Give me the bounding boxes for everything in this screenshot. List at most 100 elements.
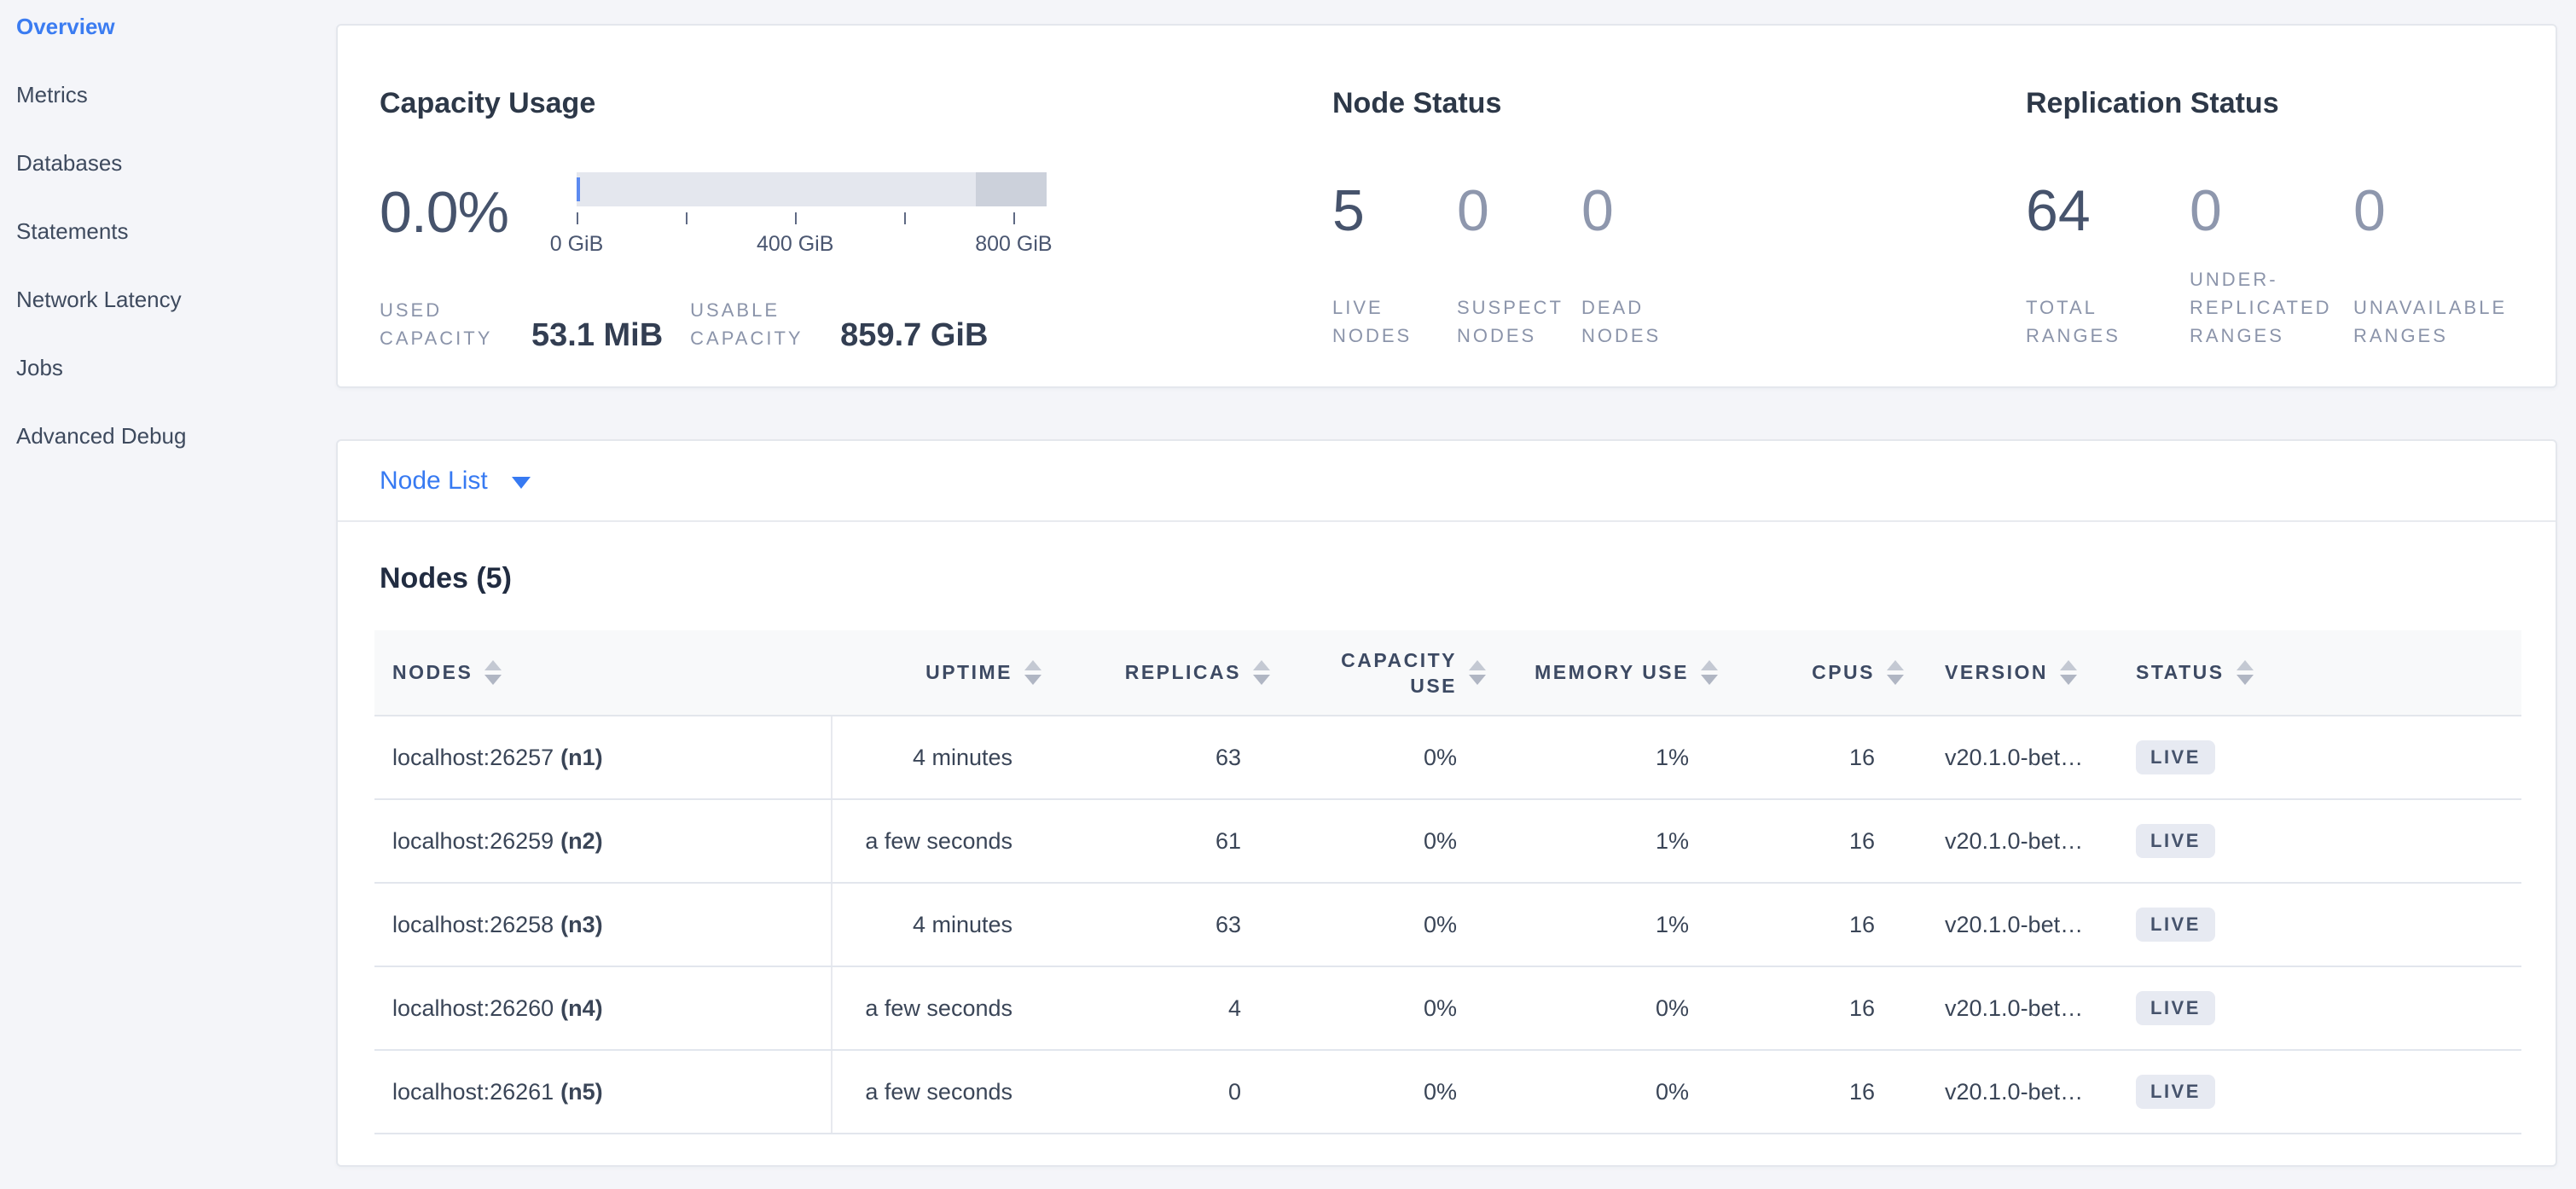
cpus-cell: 16 [1848,911,1875,937]
capacity-gauge-bar [577,172,1047,206]
sort-icon [1469,660,1486,685]
status-badge: LIVE [2136,908,2215,942]
total-ranges-label: TOTAL RANGES [2026,297,2121,346]
cpus-cell: 16 [1848,744,1875,770]
status-cell: LIVE [2100,800,2521,882]
version-cell: v20.1.0-bet… [1945,1078,2084,1105]
capacity-gauge-used-marker [577,177,580,201]
node-name-cell: localhost:26261 (n5) [374,1051,831,1133]
version-cell: v20.1.0-bet… [1945,995,2084,1021]
capacity-gauge: 0 GiB 400 GiB 800 GiB [550,172,1053,256]
node-list-dropdown[interactable]: Node List [338,441,2556,522]
table-row[interactable]: localhost:26261 (n5) a few seconds 0 0% … [374,1051,2521,1134]
column-header-replicas[interactable]: REPLICAS [1048,630,1277,715]
used-capacity-value: 53.1 MiB [531,317,664,353]
node-id: (n2) [560,827,603,854]
gauge-tick [577,212,578,224]
sidebar-nav: Overview Metrics Databases Statements Ne… [0,0,321,470]
column-label: MEMORY USE [1535,661,1689,683]
column-header-nodes[interactable]: NODES [374,630,831,715]
replicas-cell: 63 [1215,744,1241,770]
table-row[interactable]: localhost:26258 (n3) 4 minutes 63 0% 1% … [374,884,2521,967]
capacity-gauge-dark-segment [976,172,1047,206]
sidebar-item-network-latency[interactable]: Network Latency [0,265,321,334]
node-name-cell: localhost:26259 (n2) [374,800,831,882]
sidebar-item-jobs[interactable]: Jobs [0,334,321,402]
chevron-down-icon [511,476,531,489]
node-id: (n3) [560,911,603,937]
cpus-cell: 16 [1848,995,1875,1021]
version-cell: v20.1.0-bet… [1945,744,2084,770]
status-badge: LIVE [2136,824,2215,858]
gauge-tick [686,212,688,224]
used-capacity-label: USED CAPACITY [380,299,493,349]
sort-icon [1701,660,1718,685]
cpus-cell: 16 [1848,827,1875,854]
live-nodes-label: LIVE NODES [1332,297,1413,346]
suspect-nodes-stat: 0 SUSPECT NODES [1457,177,1581,350]
capacity-use-cell: 0% [1423,995,1457,1021]
sidebar-item-label: Overview [16,13,115,39]
sort-icon [1253,660,1270,685]
table-row[interactable]: localhost:26260 (n4) a few seconds 4 0% … [374,967,2521,1051]
sidebar-item-metrics[interactable]: Metrics [0,61,321,129]
table-row[interactable]: localhost:26257 (n1) 4 minutes 63 0% 1% … [374,716,2521,800]
suspect-nodes-label: SUSPECT NODES [1457,297,1564,346]
sidebar-item-label: Databases [16,149,123,176]
gauge-tick-label: 400 GiB [757,232,834,256]
sidebar-item-label: Network Latency [16,286,182,312]
status-cell: LIVE [2100,716,2521,798]
gauge-tick-label: 800 GiB [975,232,1053,256]
unavailable-ranges-value: 0 [2353,178,2386,243]
uptime-cell: a few seconds [831,1051,1048,1133]
replicas-cell: 61 [1215,827,1241,854]
version-cell: v20.1.0-bet… [1945,827,2084,854]
replication-stats: 64 TOTAL RANGES 0 UNDER-REPLICATED RANGE… [2026,177,2517,350]
column-header-capacity-use[interactable]: CAPACITY USE [1277,630,1493,715]
gauge-tick [904,212,907,224]
column-header-cpus[interactable]: CPUS [1725,630,1911,715]
capacity-use-cell: 0% [1423,911,1457,937]
cluster-summary-panel: Capacity Usage 0.0% 0 GiB 400 GiB 800 Gi… [336,24,2557,388]
node-name-cell: localhost:26260 (n4) [374,967,831,1049]
sidebar-item-overview[interactable]: Overview [0,0,321,61]
node-address: localhost:26259 [392,827,554,854]
nodes-table-body: localhost:26257 (n1) 4 minutes 63 0% 1% … [374,716,2521,1134]
column-header-uptime[interactable]: UPTIME [831,630,1048,715]
dead-nodes-label: DEAD NODES [1581,297,1662,346]
unavailable-ranges-stat: 0 UNAVAILABLE RANGES [2353,177,2517,350]
cpus-cell: 16 [1848,1078,1875,1105]
table-row[interactable]: localhost:26259 (n2) a few seconds 61 0%… [374,800,2521,884]
status-cell: LIVE [2100,1051,2521,1133]
version-cell: v20.1.0-bet… [1945,911,2084,937]
unavailable-ranges-label: UNAVAILABLE RANGES [2353,297,2508,346]
uptime-cell: a few seconds [831,967,1048,1049]
node-status-title: Node Status [1332,87,1502,119]
total-ranges-stat: 64 TOTAL RANGES [2026,177,2190,350]
nodes-table-header: NODES UPTIME REPLICAS CAPACITY USE MEMOR… [374,630,2521,716]
column-header-status[interactable]: STATUS [2100,630,2521,715]
capacity-use-cell: 0% [1423,827,1457,854]
node-name-cell: localhost:26258 (n3) [374,884,831,966]
dead-nodes-stat: 0 DEAD NODES [1581,177,1706,350]
dead-nodes-value: 0 [1581,178,1614,243]
column-header-memory-use[interactable]: MEMORY USE [1493,630,1725,715]
suspect-nodes-value: 0 [1457,178,1489,243]
uptime-cell: 4 minutes [831,716,1048,798]
node-list-dropdown-label: Node List [380,466,488,495]
gauge-tick [1013,212,1016,224]
column-header-version[interactable]: VERSION [1911,630,2100,715]
sidebar-item-label: Metrics [16,81,88,107]
live-nodes-value: 5 [1332,178,1365,243]
sort-icon [1887,660,1904,685]
column-label: VERSION [1945,661,2049,683]
usable-capacity-value: 859.7 GiB [840,317,989,353]
capacity-stats: USED CAPACITY 53.1 MiB USABLE CAPACITY 8… [380,296,989,353]
under-replicated-ranges-label: UNDER-REPLICATED RANGES [2190,269,2332,346]
sidebar-item-label: Statements [16,218,129,244]
sidebar-item-label: Advanced Debug [16,422,187,449]
sidebar-item-databases[interactable]: Databases [0,129,321,197]
sidebar-item-statements[interactable]: Statements [0,197,321,265]
node-status-stats: 5 LIVE NODES 0 SUSPECT NODES 0 DEAD NODE… [1332,177,1706,350]
sidebar-item-advanced-debug[interactable]: Advanced Debug [0,402,321,470]
